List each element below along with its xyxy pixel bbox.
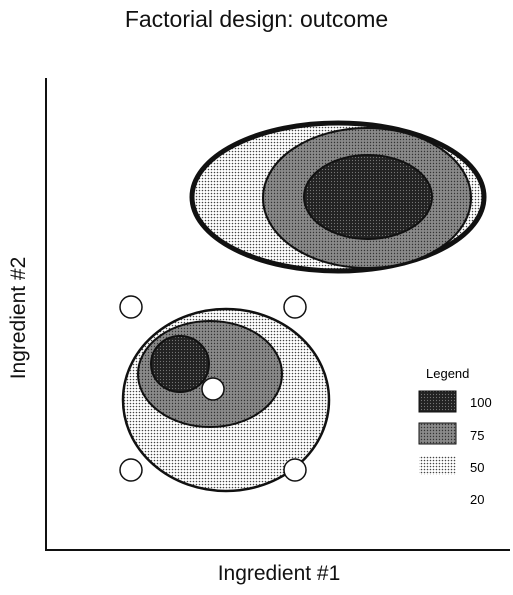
y-axis-label: Ingredient #2 bbox=[7, 256, 30, 380]
legend-swatch-50 bbox=[419, 456, 456, 475]
design-point bbox=[283, 295, 307, 319]
legend-title: Legend bbox=[426, 366, 469, 381]
contour-lower-100 bbox=[150, 335, 210, 393]
legend-swatch-75 bbox=[418, 422, 457, 445]
legend-label-20: 20 bbox=[470, 492, 484, 507]
legend-label-100: 100 bbox=[470, 395, 492, 410]
contour-group-lower-left bbox=[121, 307, 331, 493]
x-axis-label: Ingredient #1 bbox=[217, 562, 341, 585]
design-points bbox=[119, 295, 307, 482]
design-point bbox=[201, 377, 225, 401]
contour-upper-100 bbox=[303, 154, 433, 240]
legend: Legend 100 75 50 20 bbox=[418, 366, 492, 507]
design-point bbox=[119, 295, 143, 319]
contour-group-upper-right bbox=[189, 120, 487, 274]
legend-label-50: 50 bbox=[470, 460, 484, 475]
legend-label-75: 75 bbox=[470, 428, 484, 443]
legend-swatch-100 bbox=[418, 390, 457, 413]
design-point bbox=[119, 458, 143, 482]
design-point bbox=[283, 458, 307, 482]
chart-title: Factorial design: outcome bbox=[124, 6, 389, 32]
